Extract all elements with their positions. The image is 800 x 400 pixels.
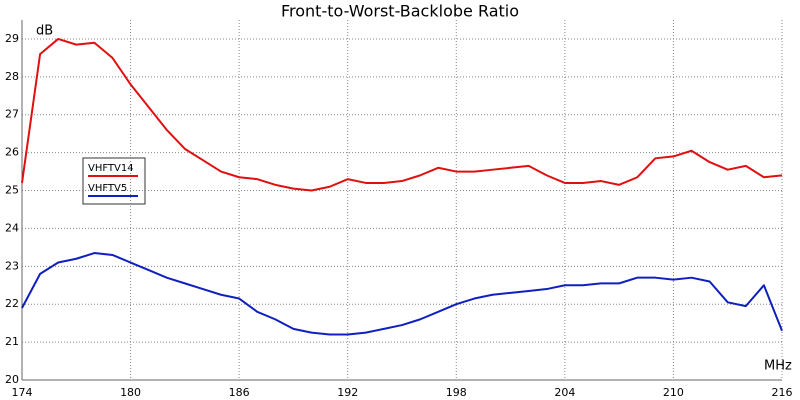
legend-label: VHFTV14 <box>88 163 134 174</box>
x-tick-label: 192 <box>337 386 358 399</box>
y-tick-label: 25 <box>5 184 19 197</box>
y-tick-label: 22 <box>5 297 19 310</box>
y-tick-label: 20 <box>5 373 19 386</box>
y-tick-label: 21 <box>5 335 19 348</box>
legend-label: VHFTV5 <box>88 183 127 194</box>
y-tick-label: 23 <box>5 259 19 272</box>
series-line <box>21 37 783 192</box>
y-tick-label: 29 <box>5 32 19 45</box>
chart-title: Front-to-Worst-Backlobe Ratio <box>281 2 519 21</box>
y-tick-label: 26 <box>5 146 19 159</box>
series-line <box>21 252 783 336</box>
y-tick-label: 28 <box>5 70 19 83</box>
x-unit: MHz <box>764 359 792 374</box>
x-tick-label: 210 <box>663 386 684 399</box>
y-tick-label: 27 <box>5 108 19 121</box>
x-tick-label: 174 <box>12 386 33 399</box>
x-tick-label: 204 <box>554 386 575 399</box>
x-tick-label: 198 <box>446 386 467 399</box>
y-unit: dB <box>36 24 53 39</box>
x-tick-label: 216 <box>772 386 793 399</box>
y-tick-label: 24 <box>5 221 19 234</box>
x-tick-label: 186 <box>229 386 250 399</box>
x-tick-label: 180 <box>120 386 141 399</box>
